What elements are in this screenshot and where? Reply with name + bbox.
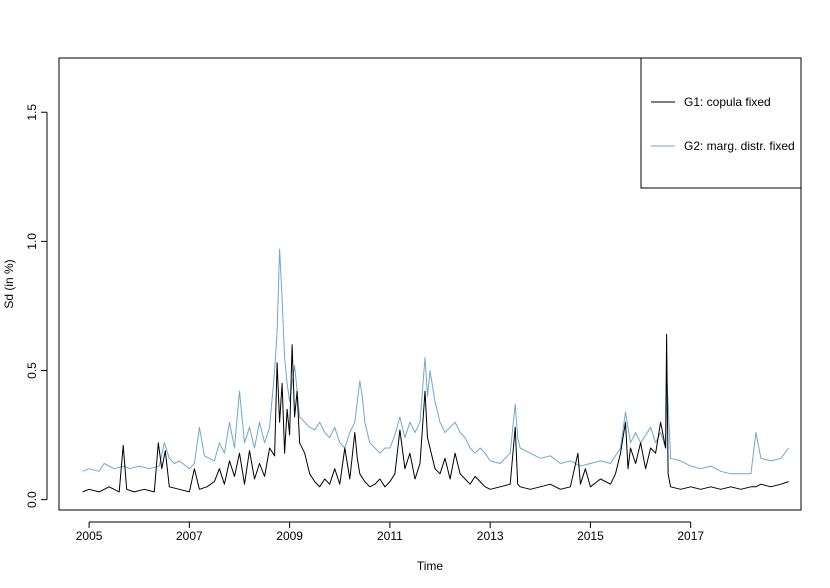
y-tick-label: 0.0 — [25, 491, 39, 508]
legend-label-g1: G1: copula fixed — [684, 95, 771, 109]
plot-frame — [58, 57, 802, 511]
x-tick-label: 2013 — [477, 529, 504, 543]
x-axis: 2005 2007 2009 2011 2013 2015 2017 — [76, 521, 704, 543]
y-tick-label: 1.5 — [25, 104, 39, 121]
x-axis-label: Time — [417, 559, 444, 573]
x-tick-label: 2015 — [577, 529, 604, 543]
legend-box — [640, 57, 802, 189]
x-tick-label: 2009 — [276, 529, 303, 543]
legend-label-g2: G2: marg. distr. fixed — [684, 139, 795, 153]
y-tick-label: 0.5 — [25, 362, 39, 379]
plot-area — [82, 248, 789, 493]
x-tick-label: 2007 — [176, 529, 203, 543]
legend: G1: copula fixed G2: marg. distr. fixed — [640, 57, 802, 189]
x-tick-label: 2005 — [76, 529, 103, 543]
y-axis-label: Sd (in %) — [2, 259, 16, 308]
y-tick-label: 1.0 — [25, 233, 39, 250]
series-line-g1 — [82, 333, 789, 493]
x-tick-label: 2011 — [377, 529, 403, 543]
x-tick-label: 2017 — [677, 529, 704, 543]
y-axis: 0.0 0.5 1.0 1.5 — [25, 104, 48, 508]
series-line-g2 — [82, 248, 789, 475]
